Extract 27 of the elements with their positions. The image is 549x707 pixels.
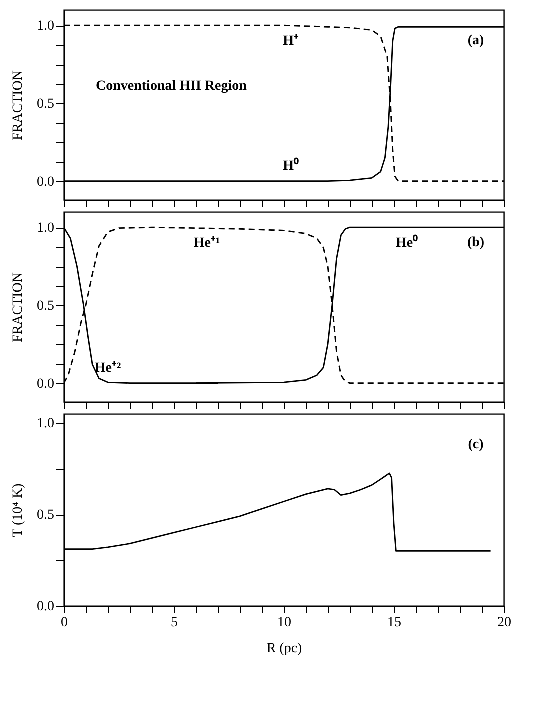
y-tick-label: 0.5 — [37, 298, 54, 314]
annotation: (a) — [468, 33, 484, 48]
y-tick-label: 0.5 — [37, 96, 54, 112]
x-tick-label: 15 — [388, 616, 402, 630]
y-tick-label: 1.0 — [37, 221, 54, 236]
series-label: He⁺² — [94, 361, 122, 376]
x-tick-label: 0 — [61, 616, 68, 630]
series-label: H⁺ — [283, 34, 299, 49]
y-axis-title: FRACTION — [11, 70, 26, 141]
series-label: He⁰ — [396, 234, 418, 251]
y-axis-title: FRACTION — [11, 272, 26, 343]
annotation: Conventional HII Region — [96, 79, 248, 94]
x-axis-title: R (pc) — [266, 642, 303, 656]
y-tick-label: 0.5 — [37, 508, 54, 524]
x-tick-label: 5 — [171, 616, 178, 630]
x-tick-label: 20 — [498, 616, 512, 630]
annotation: (b) — [467, 235, 485, 250]
y-axis-title: T (10⁴ K) — [11, 483, 26, 538]
series-label: H⁰ — [283, 157, 299, 174]
y-tick-label: 0.0 — [37, 174, 54, 190]
y-tick-label: 1.0 — [37, 416, 54, 432]
y-tick-label: 0.0 — [37, 600, 54, 614]
x-tick-label: 10 — [278, 616, 292, 630]
annotation: (c) — [468, 438, 484, 453]
y-tick-label: 0.0 — [37, 376, 54, 392]
series-label: He⁺¹ — [194, 236, 220, 251]
y-tick-label: 1.0 — [37, 19, 54, 34]
